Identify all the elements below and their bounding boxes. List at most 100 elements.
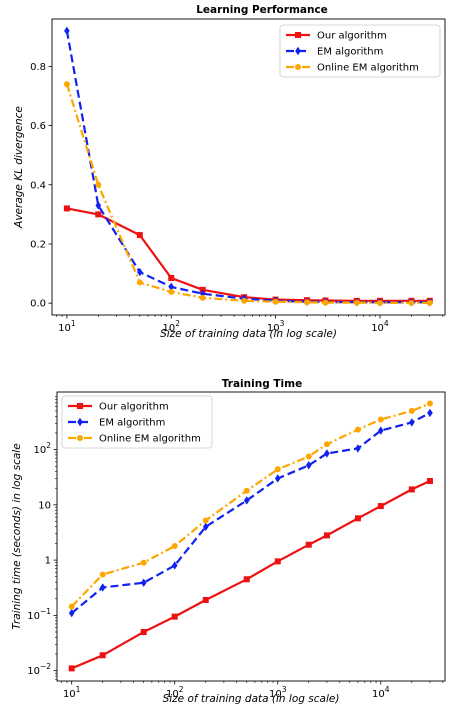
data-point xyxy=(377,503,384,510)
data-point xyxy=(99,571,106,578)
data-point xyxy=(95,211,102,218)
x-tick-label: 101 xyxy=(58,319,76,334)
chart-training-time: Training Time 101 102 103 104 10−2 10−1 1 10 102… xyxy=(11,378,446,705)
data-point xyxy=(274,474,281,483)
legend: Our algorithm EM algorithm Online EM algor… xyxy=(279,24,441,78)
legend-label: Our algorithm xyxy=(317,31,387,42)
data-point xyxy=(137,267,143,277)
data-point xyxy=(199,294,206,301)
series-online-em-algorithm xyxy=(63,81,433,306)
data-point xyxy=(243,496,250,505)
y-axis-label: Average KL divergence xyxy=(13,106,25,229)
data-point xyxy=(295,46,301,56)
chart-title: Learning Performance xyxy=(196,4,328,16)
data-point xyxy=(140,629,147,636)
x-tick-label: 103 xyxy=(267,319,285,334)
y-tick-label: 10−1 xyxy=(27,607,51,622)
data-point xyxy=(354,426,361,433)
data-point xyxy=(140,578,147,587)
data-point xyxy=(274,466,281,473)
plot-area: 101 102 103 104 10−2 10−1 1 10 102 Our algorithm E… xyxy=(27,395,444,700)
data-point xyxy=(272,298,279,305)
data-point xyxy=(168,275,175,281)
data-point xyxy=(68,603,75,610)
x-axis-label: Size of training data (in log scale) xyxy=(160,328,337,340)
data-point xyxy=(408,486,415,493)
chart-title: Training Time xyxy=(222,378,302,390)
data-point xyxy=(241,297,248,304)
data-point xyxy=(376,299,383,306)
data-point xyxy=(202,596,209,603)
x-tick-label: 104 xyxy=(372,685,390,700)
data-point xyxy=(427,408,433,418)
data-point xyxy=(64,26,70,36)
data-point xyxy=(77,435,83,441)
legend-label: Our algorithm xyxy=(99,402,169,413)
series-our-algorithm xyxy=(63,205,433,304)
data-point xyxy=(136,279,143,286)
data-point xyxy=(426,400,433,407)
data-point xyxy=(63,81,70,88)
data-point xyxy=(171,543,178,550)
data-point xyxy=(99,652,106,659)
series-line xyxy=(71,480,431,670)
y-tick-label: 0.8 xyxy=(30,62,46,73)
x-axis-label: Size of training data (in log scale) xyxy=(163,693,340,705)
plot-area: 101 102 103 104 0.0 0.2 0.4 0.6 0.8 Our algorithm… xyxy=(30,24,444,334)
data-point xyxy=(377,416,384,423)
data-point xyxy=(171,561,178,570)
data-point xyxy=(99,583,106,592)
data-point xyxy=(77,403,83,409)
data-point xyxy=(171,613,178,620)
data-point xyxy=(168,282,175,292)
data-point xyxy=(63,205,70,212)
data-point xyxy=(77,417,83,427)
data-point xyxy=(295,64,301,70)
data-point xyxy=(95,201,102,210)
series-our-algorithm xyxy=(68,477,433,672)
data-point xyxy=(136,232,143,239)
data-point xyxy=(305,541,312,548)
y-tick-label: 0.0 xyxy=(30,299,46,310)
data-point xyxy=(377,426,384,435)
data-point xyxy=(354,515,361,522)
y-tick-label: 0.4 xyxy=(30,180,46,191)
y-axis-label: Training time (seconds) in log scale xyxy=(11,443,23,629)
data-point xyxy=(68,608,75,618)
data-point xyxy=(202,522,209,532)
x-tick-label: 102 xyxy=(166,685,184,700)
y-tick-label: 0.2 xyxy=(30,239,46,250)
data-point xyxy=(305,461,312,470)
x-tick-label: 102 xyxy=(162,319,180,334)
data-point xyxy=(202,517,209,524)
data-point xyxy=(323,532,330,539)
data-point xyxy=(426,299,433,306)
plot-frame xyxy=(56,391,446,682)
y-tick-label: 0.6 xyxy=(30,121,46,132)
data-point xyxy=(95,181,102,188)
chart-learning-performance: Learning Performance 101 102 103 104 0.0 0.2 0… xyxy=(13,4,446,340)
legend: Our algorithm EM algorithm Online EM algor… xyxy=(61,395,213,449)
data-point xyxy=(243,487,250,494)
x-tick-label: 103 xyxy=(269,685,287,700)
y-tick-label: 1 xyxy=(45,556,51,567)
y-tick-label: 102 xyxy=(33,441,51,456)
y-tick-label: 10−2 xyxy=(27,662,51,677)
x-tick-label: 101 xyxy=(63,685,81,700)
legend-label: Online EM algorithm xyxy=(317,63,419,74)
data-point xyxy=(355,444,361,453)
data-point xyxy=(322,299,329,306)
data-point xyxy=(68,665,75,672)
data-point xyxy=(353,299,360,306)
series-line xyxy=(66,207,430,302)
data-point xyxy=(426,477,433,484)
data-point xyxy=(324,449,330,458)
data-point xyxy=(168,288,175,295)
series-online-em-algorithm xyxy=(68,400,433,610)
data-point xyxy=(305,453,312,460)
legend-label: EM algorithm xyxy=(99,418,165,429)
plot-frame xyxy=(51,18,446,316)
data-point xyxy=(408,407,415,414)
data-point xyxy=(295,32,301,38)
